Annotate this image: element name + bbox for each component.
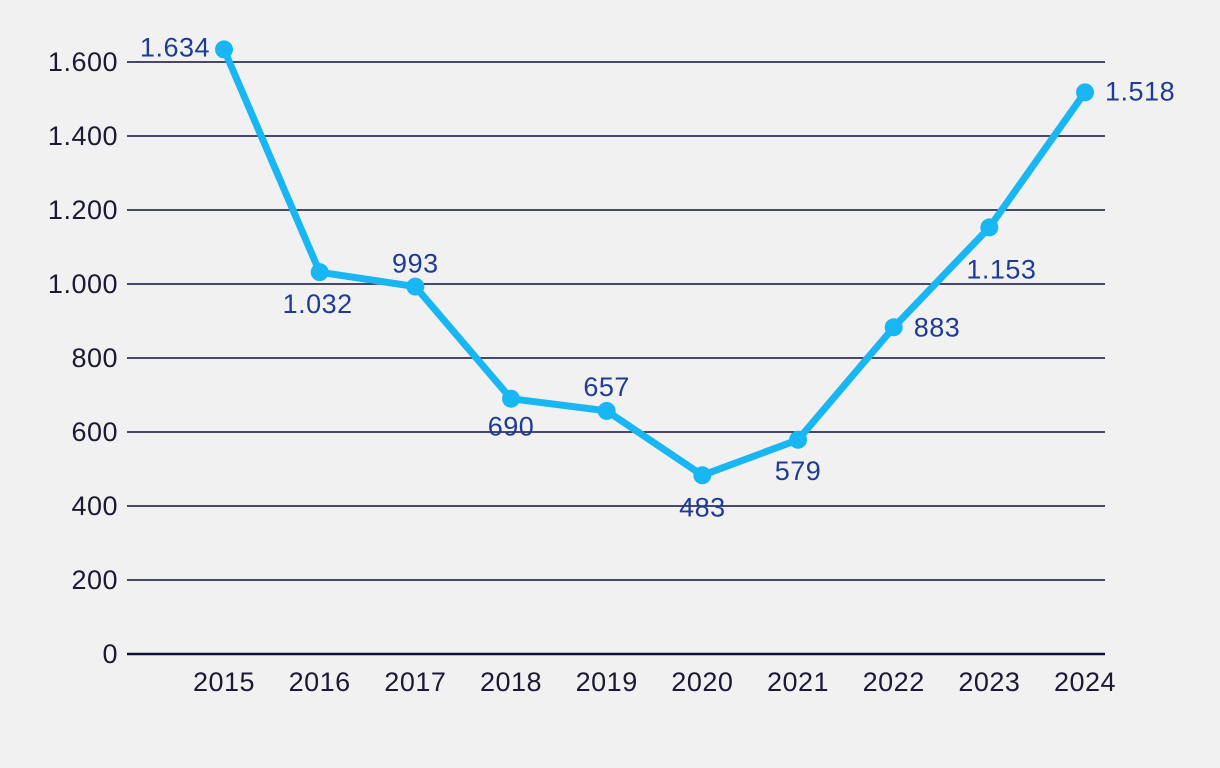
y-axis-tick-label: 1.400 bbox=[48, 121, 118, 151]
x-axis-label: 2018 bbox=[480, 667, 542, 697]
x-axis-label: 2016 bbox=[289, 667, 351, 697]
data-point-label-2021: 579 bbox=[775, 456, 822, 486]
series-line bbox=[220, 45, 1089, 479]
data-point-marker-2016 bbox=[310, 263, 329, 282]
y-axis-tick-label: 0 bbox=[102, 639, 118, 669]
y-axis-tick-label: 200 bbox=[71, 565, 118, 595]
data-point-marker-2019 bbox=[597, 401, 616, 420]
x-axis-label: 2015 bbox=[193, 667, 255, 697]
data-point-marker-2015 bbox=[215, 40, 233, 59]
data-point-marker-2017 bbox=[406, 277, 425, 296]
data-point-marker-2021 bbox=[789, 430, 808, 449]
data-point-label-2019: 657 bbox=[583, 372, 630, 402]
data-point-label-2015: 1.634 bbox=[140, 32, 210, 62]
y-axis-tick-label: 1.000 bbox=[48, 269, 118, 299]
x-axis-label: 2023 bbox=[958, 667, 1020, 697]
data-point-label-2022: 883 bbox=[914, 312, 961, 342]
x-axis-label: 2017 bbox=[384, 667, 446, 697]
data-point-marker-2020 bbox=[693, 466, 712, 485]
y-axis-tick-label: 800 bbox=[71, 343, 118, 373]
data-point-marker-2018 bbox=[502, 389, 521, 408]
x-axis-label: 2019 bbox=[576, 667, 638, 697]
x-axis-label: 2024 bbox=[1054, 667, 1116, 697]
y-axis-tick-label: 1.200 bbox=[48, 195, 118, 225]
x-axis-label: 2021 bbox=[767, 667, 829, 697]
data-point-marker-2022 bbox=[884, 318, 903, 337]
data-point-marker-2023 bbox=[980, 218, 999, 237]
data-point-label-2018: 690 bbox=[488, 412, 535, 442]
data-point-marker-2024 bbox=[1076, 83, 1095, 102]
x-axis-label: 2020 bbox=[671, 667, 733, 697]
y-axis-tick-label: 600 bbox=[71, 417, 118, 447]
y-axis-tick-label: 1.600 bbox=[48, 47, 118, 77]
data-point-label-2020: 483 bbox=[679, 492, 726, 522]
x-axis-label: 2022 bbox=[863, 667, 925, 697]
data-point-label-2023: 1.153 bbox=[966, 254, 1036, 284]
y-axis-tick-label: 400 bbox=[71, 491, 118, 521]
data-point-label-2017: 993 bbox=[392, 249, 439, 279]
data-point-label-2024: 1.518 bbox=[1105, 76, 1175, 106]
data-point-label-2016: 1.032 bbox=[283, 289, 353, 319]
